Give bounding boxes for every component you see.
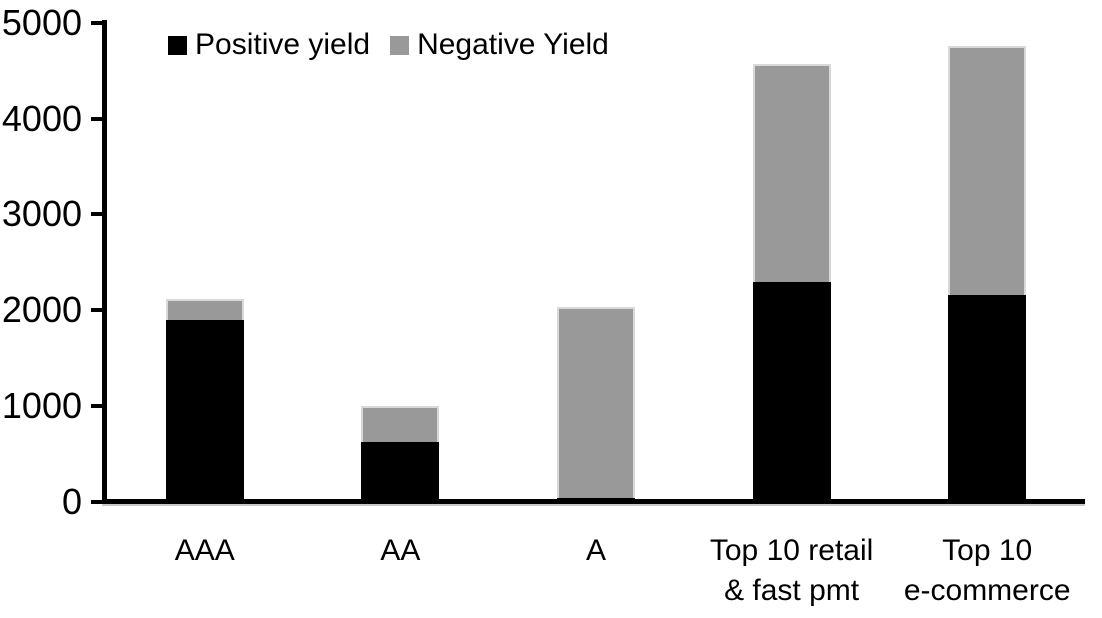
y-tick-label: 4000: [1, 97, 82, 139]
bar-aa: [361, 405, 440, 502]
legend-item-positive-yield: Positive yield: [168, 26, 370, 64]
bar-segment-negative-yield: [557, 307, 635, 498]
bar-segment-positive-yield: [948, 294, 1027, 502]
x-axis-label-line: & fast pmt: [724, 574, 860, 607]
bar-segment-negative-yield: [361, 405, 440, 443]
x-axis-label: Top 10 e-commerce: [857, 531, 1102, 611]
x-axis-label-line: Top 10 retail: [709, 534, 874, 567]
x-axis-label: AA: [270, 531, 530, 571]
bar-segment-negative-yield: [752, 64, 831, 283]
x-axis-label-line: e-commerce: [903, 574, 1071, 607]
y-tick-label: 1000: [1, 384, 82, 426]
y-tick-label: 0: [61, 480, 82, 522]
x-axis-shadow-line: [102, 504, 1085, 506]
legend-marker-positive-yield: [168, 35, 187, 55]
bar-top-10-retail-fast-pmt: [752, 64, 831, 502]
y-axis-line: [102, 20, 107, 504]
bar-aaa: [165, 298, 244, 502]
y-tick-label: 5000: [1, 2, 82, 43]
bar-segment-positive-yield: [165, 319, 244, 502]
legend-label-negative-yield: Negative Yield: [417, 28, 609, 61]
bar-a: [557, 307, 635, 502]
bar-segment-positive-yield: [752, 282, 831, 502]
y-axis-tick: [91, 212, 105, 217]
y-tick-label: 3000: [1, 193, 82, 235]
x-axis-label: A: [466, 531, 726, 571]
legend-marker-negative-yield: [390, 35, 410, 55]
y-axis-tick: [91, 499, 105, 504]
x-axis-label-line: AAA: [174, 534, 235, 567]
y-axis-tick: [91, 21, 105, 25]
y-axis-tick: [91, 308, 105, 313]
y-axis-tick: [91, 403, 105, 408]
y-tick-label: 2000: [1, 289, 82, 331]
x-axis-label-line: AA: [380, 534, 421, 567]
bar-top-10-e-commerce: [948, 45, 1027, 502]
bar-segment-positive-yield: [361, 442, 440, 502]
legend: Positive yield Negative Yield: [168, 26, 609, 64]
bar-segment-negative-yield: [165, 298, 244, 320]
x-axis-line: [102, 499, 1085, 504]
x-axis-label: AAA: [75, 531, 335, 571]
x-axis-label-line: Top 10: [942, 534, 1033, 567]
legend-item-negative-yield: Negative Yield: [390, 26, 609, 64]
x-axis-label-line: A: [585, 534, 606, 567]
x-axis-label: Top 10 retail & fast pmt: [662, 531, 922, 611]
bar-segment-negative-yield: [948, 45, 1027, 295]
y-axis-tick: [91, 116, 105, 121]
legend-label-positive-yield: Positive yield: [195, 28, 371, 61]
